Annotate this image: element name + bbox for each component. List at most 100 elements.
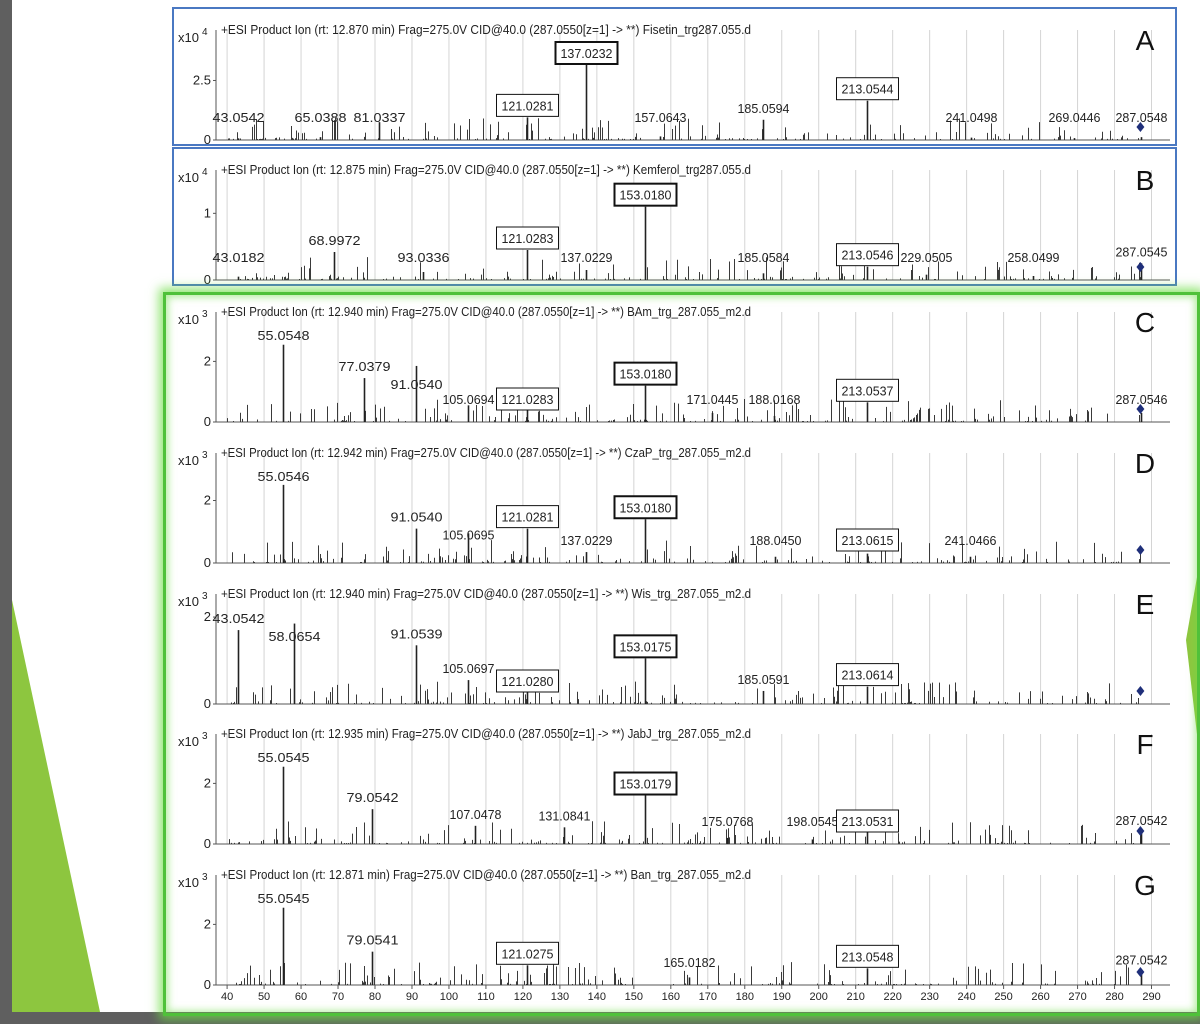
y-scale-exponent: 3	[202, 731, 208, 742]
y-tick-label: 0	[204, 555, 211, 570]
peak-label-box	[836, 528, 899, 552]
spectrum-panel-c: 0 2 x10 3 +ESI Product Ion (rt: 12.940 min) …	[0, 292, 1200, 430]
peak-label: 65.0388	[295, 111, 347, 125]
panel-letter: G	[1134, 870, 1156, 901]
peak-label: 157.0643	[635, 111, 687, 125]
y-scale-label: x10	[178, 875, 199, 890]
peak-label-box	[496, 669, 559, 693]
y-tick-label: 2	[204, 775, 211, 790]
y-tick-label: 2	[204, 353, 211, 368]
y-tick-label: 0	[204, 977, 211, 992]
peak-label-box	[613, 771, 678, 796]
peak-label: 213.0546	[842, 249, 894, 263]
peak-label: 185.0584	[738, 251, 790, 265]
peak-label-box	[496, 226, 559, 250]
precursor-marker-icon	[1136, 686, 1145, 696]
peak-label-box	[496, 387, 559, 411]
peak-label: 198.0545	[787, 815, 839, 829]
spectrum-plot-g: 0 2 x10 3 +ESI Product Ion (rt: 12.871 min) …	[178, 855, 1172, 1003]
peak-label-box	[836, 944, 899, 968]
x-tick-label: 60	[295, 991, 307, 1003]
panel-letter: A	[1136, 25, 1155, 56]
y-tick-label: 0	[204, 132, 211, 147]
peak-label: 137.0229	[561, 251, 613, 265]
x-tick-label: 40	[221, 991, 233, 1003]
x-tick-label: 70	[332, 991, 344, 1003]
peak-label: 55.0546	[258, 470, 310, 484]
peak-label: 121.0283	[502, 232, 554, 246]
x-tick-label: 120	[514, 991, 532, 1003]
peak-label: 287.0542	[1116, 814, 1168, 828]
peak-label-box	[496, 93, 559, 117]
peak-label-box	[613, 634, 678, 659]
y-scale-exponent: 4	[202, 167, 208, 178]
y-scale-label: x10	[178, 734, 199, 749]
precursor-marker-icon	[1136, 967, 1145, 977]
peak-label: 213.0614	[842, 669, 894, 683]
peak-label: 68.9972	[309, 234, 361, 248]
spectrum-panel-d: 0 2 x10 3 +ESI Product Ion (rt: 12.942 min) …	[0, 433, 1200, 571]
peak-label: 153.0175	[620, 640, 672, 654]
x-tick-label: 260	[1031, 991, 1049, 1003]
peak-label-box	[836, 243, 899, 267]
x-tick-label: 180	[736, 991, 754, 1003]
peak-label: 93.0336	[398, 251, 450, 265]
y-scale-exponent: 3	[202, 872, 208, 883]
peak-label: 55.0548	[258, 329, 310, 343]
spectrum-panel-f: 0 2 x10 3 +ESI Product Ion (rt: 12.935 min) …	[0, 714, 1200, 852]
peak-label: 241.0466	[945, 534, 997, 548]
y-tick-label: 0	[204, 414, 211, 429]
precursor-marker-icon	[1136, 122, 1145, 132]
spectrum-header: +ESI Product Ion (rt: 12.940 min) Frag=2…	[221, 305, 751, 319]
peak-label: 79.0542	[347, 791, 399, 805]
x-tick-label: 50	[258, 991, 270, 1003]
peak-label-box	[496, 505, 559, 529]
peak-label: 43.0542	[213, 111, 265, 125]
y-scale-label: x10	[178, 312, 199, 327]
x-tick-label: 230	[920, 991, 938, 1003]
peak-label: 241.0498	[946, 111, 998, 125]
peak-label: 121.0275	[502, 947, 554, 961]
x-tick-label: 240	[957, 991, 975, 1003]
peak-label: 188.0450	[750, 534, 802, 548]
peak-label: 153.0180	[620, 501, 672, 515]
peak-label: 185.0594	[738, 102, 790, 116]
peak-label: 165.0182	[664, 956, 716, 970]
spectrum-panel-a: 0 2.5 x10 4 +ESI Product Ion (rt: 12.870 min…	[0, 10, 1200, 148]
spectrum-plot-a: 0 2.5 x10 4 +ESI Product Ion (rt: 12.870 min…	[178, 10, 1172, 147]
peak-label-box	[836, 809, 899, 833]
spectrum-plot-e: 0 2 x10 3 +ESI Product Ion (rt: 12.940 min) …	[178, 574, 1172, 711]
y-tick-label: 0	[204, 696, 211, 711]
panel-b-frame	[172, 147, 1177, 286]
peak-label: 153.0180	[620, 189, 672, 203]
x-tick-label: 270	[1068, 991, 1086, 1003]
y-scale-label: x10	[178, 594, 199, 609]
spectrum-panel-b: 0 1 x10 4 +ESI Product Ion (rt: 12.875 min) …	[0, 150, 1200, 288]
y-scale-label: x10	[178, 30, 199, 45]
panel-letter: E	[1136, 589, 1155, 620]
peak-label: 258.0499	[1008, 251, 1060, 265]
spectrum-header: +ESI Product Ion (rt: 12.935 min) Frag=2…	[221, 727, 751, 741]
peak-label-box	[836, 663, 899, 687]
x-tick-label: 110	[477, 991, 495, 1003]
precursor-marker-icon	[1136, 262, 1145, 272]
precursor-marker-icon	[1136, 545, 1145, 555]
peak-label: 137.0229	[561, 534, 613, 548]
peak-label: 105.0695	[443, 529, 495, 543]
peak-label: 121.0280	[502, 675, 554, 689]
peak-label: 175.0768	[702, 815, 754, 829]
peak-label: 43.0542	[213, 612, 265, 626]
peak-label: 287.0545	[1116, 245, 1168, 259]
y-tick-label: 1	[204, 205, 211, 220]
peak-label: 91.0540	[391, 511, 443, 525]
y-tick-label: 2	[204, 916, 211, 931]
panel-letter: D	[1135, 448, 1155, 479]
peak-label: 213.0544	[842, 83, 894, 97]
peak-label: 213.0548	[842, 950, 894, 964]
peak-label: 171.0445	[687, 393, 739, 407]
peak-label-box	[836, 378, 899, 402]
peak-label: 269.0446	[1049, 111, 1101, 125]
y-tick-label: 2.5	[193, 72, 211, 87]
y-scale-exponent: 3	[202, 591, 208, 602]
peak-label: 105.0697	[443, 662, 495, 676]
